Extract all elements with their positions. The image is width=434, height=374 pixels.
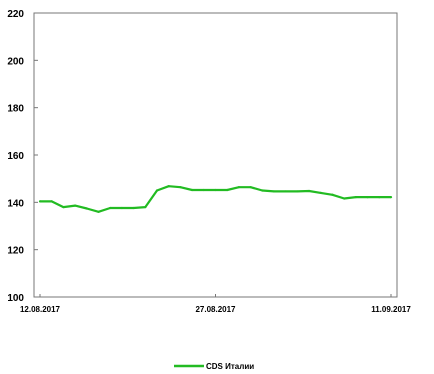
- data-point: [284, 190, 287, 193]
- y-tick-label: 180: [7, 104, 24, 115]
- data-point: [366, 196, 369, 199]
- data-point: [109, 206, 112, 210]
- data-point: [354, 196, 357, 199]
- y-tick-label: 160: [7, 151, 24, 162]
- data-point: [120, 206, 123, 210]
- data-point: [308, 189, 311, 193]
- data-point: [226, 188, 229, 192]
- data-point: [331, 193, 334, 196]
- data-point: [179, 186, 182, 189]
- legend-label: CDS Италии: [206, 362, 254, 371]
- y-tick-label: 100: [7, 293, 24, 304]
- x-tick-label: 27.08.2017: [195, 305, 236, 314]
- data-point: [261, 189, 264, 192]
- data-point: [249, 186, 252, 189]
- data-point: [155, 189, 159, 192]
- data-point: [343, 197, 346, 200]
- y-tick-label: 140: [7, 198, 24, 209]
- data-point: [85, 207, 88, 210]
- data-point: [202, 188, 205, 192]
- data-point: [167, 185, 170, 188]
- data-point: [237, 186, 240, 189]
- x-tick-label: 11.09.2017: [371, 305, 411, 314]
- plot-frame: [33, 12, 398, 298]
- data-point: [144, 205, 147, 209]
- data-point: [132, 206, 135, 210]
- y-tick-label: 120: [7, 246, 24, 257]
- data-point: [62, 205, 65, 209]
- data-point: [272, 190, 276, 193]
- data-point: [38, 200, 42, 203]
- data-point: [378, 196, 381, 199]
- data-point: [389, 196, 393, 199]
- data-point: [319, 191, 322, 194]
- y-tick-label: 200: [7, 56, 24, 67]
- data-point: [74, 204, 77, 207]
- data-point: [214, 188, 217, 192]
- data-point: [50, 200, 53, 203]
- data-point: [97, 210, 100, 213]
- y-tick-label: 220: [7, 9, 24, 20]
- x-tick-label: 12.08.2017: [20, 305, 61, 314]
- data-point: [296, 190, 299, 193]
- data-point: [191, 188, 194, 192]
